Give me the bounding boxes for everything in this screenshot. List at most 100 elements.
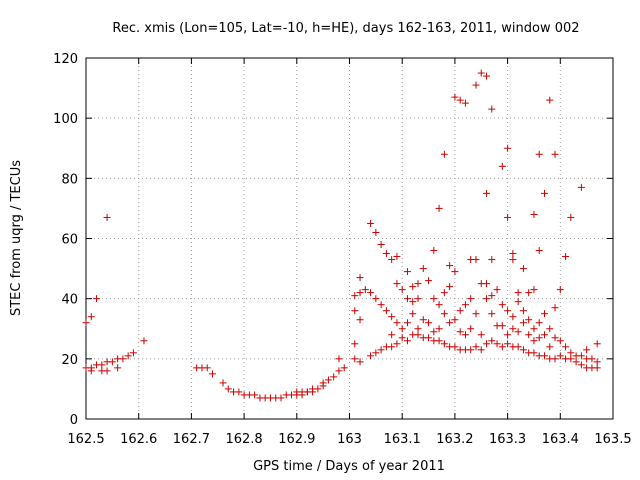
data-point bbox=[456, 328, 464, 336]
data-point bbox=[119, 355, 127, 363]
data-point bbox=[519, 307, 527, 315]
data-point bbox=[488, 310, 496, 318]
x-tick-label: 163.1 bbox=[384, 432, 421, 447]
data-point bbox=[430, 247, 438, 255]
data-point bbox=[467, 346, 475, 354]
data-point bbox=[535, 150, 543, 158]
data-point bbox=[440, 289, 448, 297]
data-point bbox=[556, 352, 564, 360]
data-point bbox=[351, 292, 359, 300]
data-point bbox=[409, 298, 417, 306]
grid-lines bbox=[86, 58, 613, 419]
data-point bbox=[425, 319, 433, 327]
data-points bbox=[82, 69, 601, 402]
data-point bbox=[514, 343, 522, 351]
data-point bbox=[593, 364, 601, 372]
data-point bbox=[540, 310, 548, 318]
data-point bbox=[409, 310, 417, 318]
data-point bbox=[414, 280, 422, 288]
data-point bbox=[493, 340, 501, 348]
data-point bbox=[403, 295, 411, 303]
data-point bbox=[367, 352, 375, 360]
data-point bbox=[372, 349, 380, 357]
x-tick-label: 162.7 bbox=[173, 432, 210, 447]
data-point bbox=[519, 265, 527, 273]
data-point bbox=[203, 364, 211, 372]
data-point bbox=[546, 325, 554, 333]
x-tick-label: 162.9 bbox=[278, 432, 315, 447]
data-point bbox=[525, 331, 533, 339]
data-point bbox=[388, 256, 396, 264]
y-axis-label: STEC from uqrg / TECUs bbox=[9, 160, 24, 316]
data-point bbox=[124, 352, 132, 360]
data-point bbox=[403, 319, 411, 327]
data-point bbox=[319, 379, 327, 387]
data-point bbox=[514, 298, 522, 306]
x-axis-label: GPS time / Days of year 2011 bbox=[253, 459, 445, 474]
y-tick-label: 40 bbox=[61, 293, 78, 308]
data-point bbox=[583, 346, 591, 354]
data-point bbox=[314, 385, 322, 393]
data-point bbox=[419, 265, 427, 273]
data-point bbox=[488, 105, 496, 113]
data-point bbox=[335, 367, 343, 375]
y-tick-label: 60 bbox=[61, 233, 78, 248]
data-point bbox=[430, 295, 438, 303]
x-tick-label: 162.6 bbox=[120, 432, 157, 447]
x-tick-label: 163 bbox=[337, 432, 362, 447]
data-point bbox=[103, 367, 111, 375]
data-point bbox=[530, 349, 538, 357]
data-point bbox=[235, 388, 243, 396]
data-point bbox=[535, 247, 543, 255]
data-point bbox=[393, 253, 401, 261]
data-point bbox=[498, 162, 506, 170]
x-tick-label: 162.5 bbox=[67, 432, 104, 447]
data-point bbox=[414, 295, 422, 303]
data-point bbox=[498, 301, 506, 309]
data-point bbox=[98, 361, 106, 369]
data-point bbox=[377, 346, 385, 354]
data-point bbox=[461, 99, 469, 107]
data-point bbox=[372, 295, 380, 303]
data-point bbox=[425, 277, 433, 285]
data-point bbox=[356, 274, 364, 282]
data-point bbox=[340, 364, 348, 372]
data-point bbox=[398, 286, 406, 294]
data-point bbox=[398, 325, 406, 333]
data-point bbox=[535, 319, 543, 327]
data-point bbox=[361, 286, 369, 294]
data-point bbox=[440, 310, 448, 318]
data-point bbox=[572, 358, 580, 366]
data-point bbox=[546, 343, 554, 351]
data-point bbox=[472, 81, 480, 89]
data-point bbox=[335, 355, 343, 363]
data-point bbox=[525, 316, 533, 324]
data-point bbox=[477, 346, 485, 354]
data-point bbox=[403, 268, 411, 276]
data-point bbox=[577, 361, 585, 369]
data-point bbox=[488, 256, 496, 264]
data-point bbox=[472, 256, 480, 264]
data-point bbox=[567, 213, 575, 221]
y-tick-label: 20 bbox=[61, 353, 78, 368]
data-point bbox=[382, 250, 390, 258]
data-point bbox=[593, 358, 601, 366]
data-point bbox=[504, 340, 512, 348]
data-point bbox=[588, 355, 596, 363]
data-point bbox=[519, 346, 527, 354]
data-point bbox=[382, 307, 390, 315]
data-point bbox=[530, 210, 538, 218]
data-point bbox=[93, 295, 101, 303]
data-point bbox=[540, 189, 548, 197]
data-point bbox=[472, 310, 480, 318]
data-point bbox=[393, 340, 401, 348]
data-point bbox=[498, 322, 506, 330]
data-point bbox=[403, 337, 411, 345]
data-point bbox=[472, 343, 480, 351]
data-point bbox=[388, 343, 396, 351]
data-point bbox=[514, 328, 522, 336]
data-point bbox=[504, 307, 512, 315]
data-point bbox=[430, 328, 438, 336]
data-point bbox=[451, 343, 459, 351]
